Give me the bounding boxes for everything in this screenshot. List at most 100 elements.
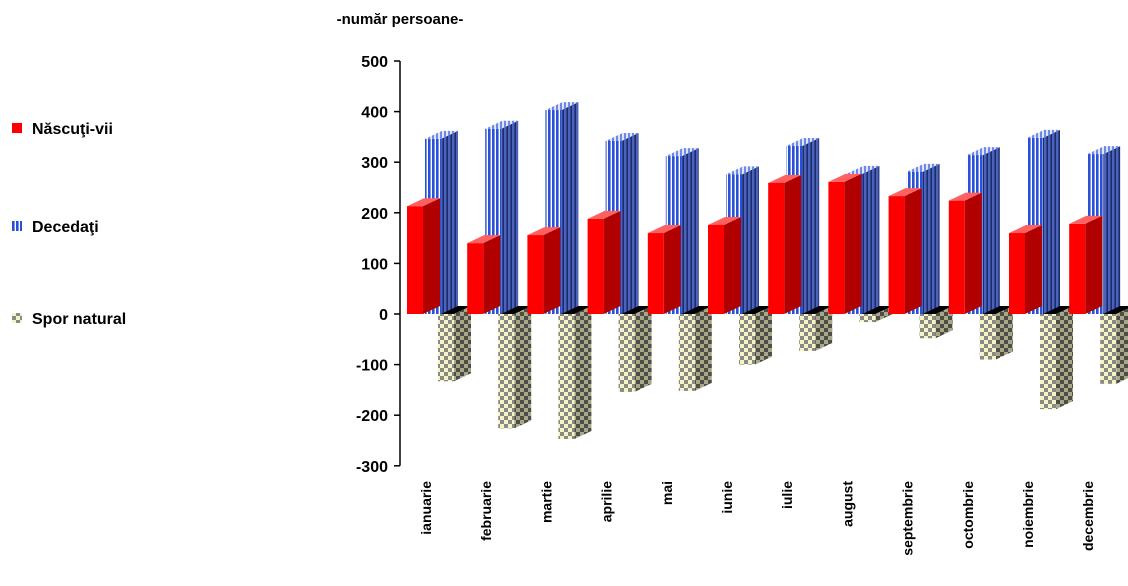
bar-front [647,233,664,314]
bar-side [844,173,862,314]
bar-side [423,198,440,314]
bar-top [1069,215,1103,224]
bar-side [982,147,1000,314]
bar-s0-0 [407,198,440,314]
x-tick-label: aprilie [599,481,615,522]
x-tick-label: septembrie [900,481,916,556]
x-tick-label: iulie [779,481,795,509]
bar-top [545,102,579,111]
bar-front [708,224,724,314]
x-tick-label: februarie [478,481,494,541]
bar-front [948,200,965,314]
bar-front [828,181,845,314]
bar-top [527,227,561,236]
bar-s0-7 [828,173,862,314]
bar-s0-2 [527,227,561,314]
bar-side [501,120,519,314]
bar-top [558,306,592,314]
legend-swatch [12,313,22,323]
bar-side [603,210,621,314]
bar-front [1100,314,1117,384]
bar-side [802,138,820,314]
bar-side [742,166,759,314]
y-tick-label: 200 [361,206,388,223]
y-tick-label: -200 [356,408,388,425]
bar-front [888,196,905,314]
bar-top [768,174,802,183]
bar-front [1009,233,1025,314]
bar-s0-10 [1009,225,1042,314]
bar-side [1025,225,1042,314]
bar-side [862,165,880,314]
bar-side [634,306,652,392]
bar-side [1056,306,1073,410]
bar-side [663,225,681,314]
bar-front [678,314,695,391]
bar-side [441,130,458,314]
bar-s2-8 [919,306,953,339]
bar-side [755,306,772,365]
bar-side [454,306,471,382]
bar-front [799,314,816,351]
bar-top [726,166,759,175]
bar-front [618,314,635,392]
bar-s0-9 [948,192,982,314]
bar-front [558,314,575,439]
bar-top [1087,146,1121,155]
y-axis: 500 400 300 200 100 0 -100 -200 -300 [356,54,401,476]
bar-top [919,306,953,314]
bar-side [1116,308,1128,384]
bar-side [964,192,982,314]
bar-s2-2 [558,306,592,439]
bar-top [425,130,458,139]
bar-top [438,306,471,314]
legend-label: Decedaţi [32,219,99,236]
bar-side [935,306,953,339]
bar-top [605,132,639,141]
bar-s2-6 [799,306,833,351]
bar-top [739,306,772,314]
bar-top [407,198,440,207]
y-tick-label: -100 [356,358,388,375]
legend-swatch [12,221,22,231]
bar-side [904,188,922,314]
bar-s0-4 [647,225,681,314]
bar-side [694,306,712,391]
x-tick-label: noiembrie [1020,481,1036,548]
bar-side [922,163,940,314]
bar-side [815,306,833,351]
x-tick-label: mai [659,481,675,505]
y-tick-label: 0 [379,307,388,324]
bar-side [543,227,561,314]
bar-top [485,120,519,129]
bar-s0-6 [768,174,802,314]
x-tick-label: decembrie [1080,481,1096,551]
bar-top [799,306,833,314]
bar-top [618,306,652,314]
x-tick-label: octombrie [960,481,976,549]
bar-top [647,225,681,234]
y-tick-label: 100 [361,256,388,273]
bar-side [784,174,802,314]
bar-top [1040,306,1073,314]
bar-side [574,306,592,439]
bar-side [483,235,501,314]
bar-s2-7 [859,306,893,323]
legend-item: Decedaţi [12,219,99,236]
bar-s2-3 [618,306,652,392]
bar-side [875,306,893,323]
bar-top [859,306,893,314]
legend-label: Născuţi-vii [32,121,113,138]
bar-s2-4 [678,306,712,391]
bars [407,102,1128,439]
bar-s2-1 [498,306,532,429]
legend-item: Spor natural [12,311,126,328]
x-tick-label: martie [538,481,554,523]
bar-front [919,314,936,339]
bar-top [888,188,922,197]
bar-top [665,148,699,157]
y-tick-label: 500 [361,54,388,71]
bar-front [979,314,996,360]
bar-top [498,306,532,314]
bar-side [724,216,741,314]
